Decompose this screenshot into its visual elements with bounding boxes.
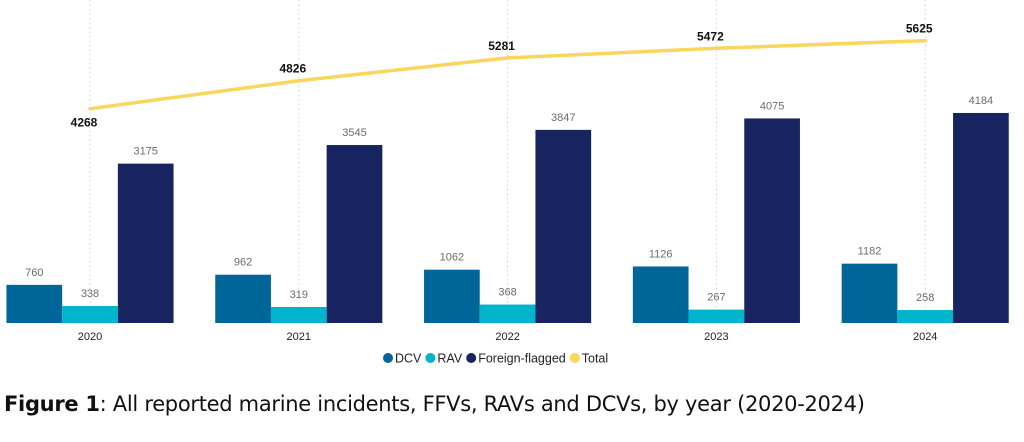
bar-foreign-flagged-2024 xyxy=(953,112,1009,324)
data-label: 338 xyxy=(81,288,99,300)
bar-foreign-flagged-2022 xyxy=(535,129,592,323)
data-label: 4184 xyxy=(969,95,993,107)
figure-caption: Figure 1: All reported marine incidents,… xyxy=(4,392,865,416)
bar-dcv-2021 xyxy=(215,274,271,323)
legend-label: RAV xyxy=(437,352,462,366)
total-data-label: 5281 xyxy=(488,39,515,53)
legend-label: DCV xyxy=(395,352,422,366)
total-data-label: 4268 xyxy=(71,116,98,130)
data-label: 760 xyxy=(25,267,43,279)
bar-dcv-2022 xyxy=(424,269,480,323)
caption-text: : All reported marine incidents, FFVs, R… xyxy=(99,392,865,416)
legend-label: Total xyxy=(582,352,608,366)
legend-marker-rav xyxy=(425,353,436,363)
data-label: 3175 xyxy=(133,146,157,158)
bar-foreign-flagged-2020 xyxy=(117,163,174,323)
total-data-label: 5472 xyxy=(697,29,724,43)
x-tick-label: 2024 xyxy=(913,331,937,343)
bar-foreign-flagged-2021 xyxy=(326,145,383,323)
x-tick-label: 2022 xyxy=(495,331,519,343)
bar-rav-2020 xyxy=(62,306,118,323)
legend-marker-total xyxy=(569,353,580,363)
x-tick-label: 2023 xyxy=(704,331,728,343)
bar-dcv-2024 xyxy=(841,263,898,323)
bar-dcv-2020 xyxy=(6,284,63,323)
data-label: 319 xyxy=(290,289,308,301)
bar-rav-2021 xyxy=(270,306,327,323)
data-label: 4075 xyxy=(760,100,784,112)
legend-marker-dcv xyxy=(383,353,393,363)
data-label: 1182 xyxy=(858,246,882,258)
data-label: 368 xyxy=(498,287,516,299)
data-label: 1062 xyxy=(440,252,464,264)
data-label: 962 xyxy=(234,257,252,269)
caption-label: Figure 1 xyxy=(4,392,100,416)
data-label: 267 xyxy=(707,292,725,304)
bar-rav-2022 xyxy=(479,304,536,323)
x-tick-label: 2020 xyxy=(78,331,102,343)
data-label: 3847 xyxy=(551,112,575,124)
data-label: 1126 xyxy=(649,248,673,260)
total-data-label: 4826 xyxy=(279,62,306,76)
legend-label: Foreign-flagged xyxy=(478,352,566,366)
legend-marker-foreign-flagged xyxy=(466,353,477,363)
total-data-label: 5625 xyxy=(906,22,933,36)
x-tick-label: 2021 xyxy=(287,331,311,343)
data-label: 3545 xyxy=(342,127,366,139)
total-line xyxy=(88,38,927,111)
chart: 760 338 3175 2020 962 319 3545 2021 1062 368 3847 2… xyxy=(6,0,1009,366)
bar-dcv-2023 xyxy=(632,266,689,323)
data-label: 258 xyxy=(916,292,934,304)
bar-rav-2024 xyxy=(897,310,954,323)
bar-foreign-flagged-2023 xyxy=(744,118,800,323)
bar-rav-2023 xyxy=(688,309,745,323)
